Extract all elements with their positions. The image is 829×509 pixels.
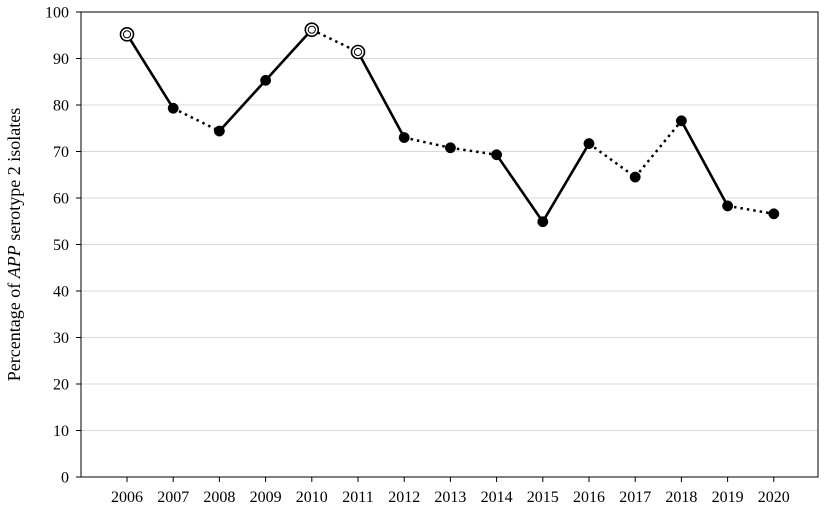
data-point-2014 [491,149,503,161]
y-axis-title-italic: APP [4,245,24,279]
axes [76,11,819,482]
y-tick-label-20: 20 [53,377,69,394]
data-point-2012 [398,132,410,144]
line-segment-2013-2014 [450,146,497,156]
y-tick-label-80: 80 [53,98,69,115]
x-tick-label-2007: 2007 [157,489,189,506]
x-tick-label-2008: 2008 [203,489,235,506]
x-tick-label-2019: 2019 [712,489,744,506]
line-segment-2011-2012 [356,51,406,139]
x-tick-label-2011: 2011 [342,489,373,506]
data-points [119,22,780,228]
data-point-2013 [444,142,456,154]
line-segment-2019-2020 [727,204,775,216]
y-tick-label-30: 30 [53,330,69,347]
y-tick-label-0: 0 [61,470,69,487]
data-point-2009 [260,74,272,86]
x-tick-label-2013: 2013 [434,489,466,506]
line-segment-2015-2016 [541,142,591,223]
x-tick-label-2006: 2006 [111,489,143,506]
data-point-inner-ring-2006 [122,30,132,39]
y-axis-title: Percentage of APP serotype 2 isolates [4,108,24,381]
series-line [125,28,775,223]
y-axis-title-prefix: Percentage of [4,278,24,381]
line-segment-2008-2009 [218,79,267,132]
x-tick-label-2020: 2020 [758,489,790,506]
y-tick-label-90: 90 [53,51,69,68]
line-segment-2007-2008 [172,107,220,133]
data-point-inner-ring-2010 [307,25,316,34]
line-segment-2006-2007 [125,33,175,109]
data-point-2018 [675,115,687,127]
x-tick-label-2016: 2016 [573,489,605,506]
data-point-2019 [722,200,734,212]
line-segment-2017-2018 [634,120,683,178]
y-tick-label-60: 60 [53,191,69,208]
line-segment-2016-2017 [588,142,636,179]
x-tick-label-2015: 2015 [527,489,559,506]
y-axis-title-suffix: serotype 2 isolates [4,108,24,245]
line-segment-2012-2013 [403,136,451,150]
gridlines [81,11,818,431]
y-tick-label-70: 70 [53,144,69,161]
data-point-2016 [583,138,595,150]
data-point-2015 [537,216,549,228]
data-point-2017 [629,171,641,183]
data-point-2008 [213,125,225,137]
data-point-2006 [119,27,135,42]
x-tick-label-2009: 2009 [250,489,282,506]
x-tick-label-2014: 2014 [481,489,513,506]
x-tick-label-2018: 2018 [665,489,697,506]
y-tick-label-50: 50 [53,237,69,254]
data-point-2020 [768,208,780,220]
data-point-inner-ring-2011 [353,47,363,57]
x-tick-label-2017: 2017 [619,489,651,506]
x-tick-label-2010: 2010 [296,489,328,506]
data-point-2007 [167,102,179,114]
tick-labels: 0 10 20 30 40 50 60 70 80 90 100 2006 2007 2008 2009 20… [45,5,790,507]
y-tick-label-100: 100 [45,5,69,22]
line-segment-2009-2010 [264,28,313,82]
y-tick-label-10: 10 [53,423,69,440]
data-point-2011 [350,44,366,60]
line-segment-2018-2019 [680,120,729,207]
x-tick-label-2012: 2012 [388,489,420,506]
line-segment-2014-2015 [495,154,544,223]
y-tick-label-40: 40 [53,284,69,301]
line-segment-2010-2011 [311,28,359,54]
data-point-2010 [304,22,320,37]
